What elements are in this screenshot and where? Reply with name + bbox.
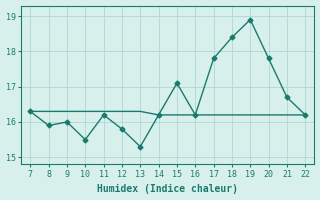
X-axis label: Humidex (Indice chaleur): Humidex (Indice chaleur) bbox=[97, 184, 238, 194]
